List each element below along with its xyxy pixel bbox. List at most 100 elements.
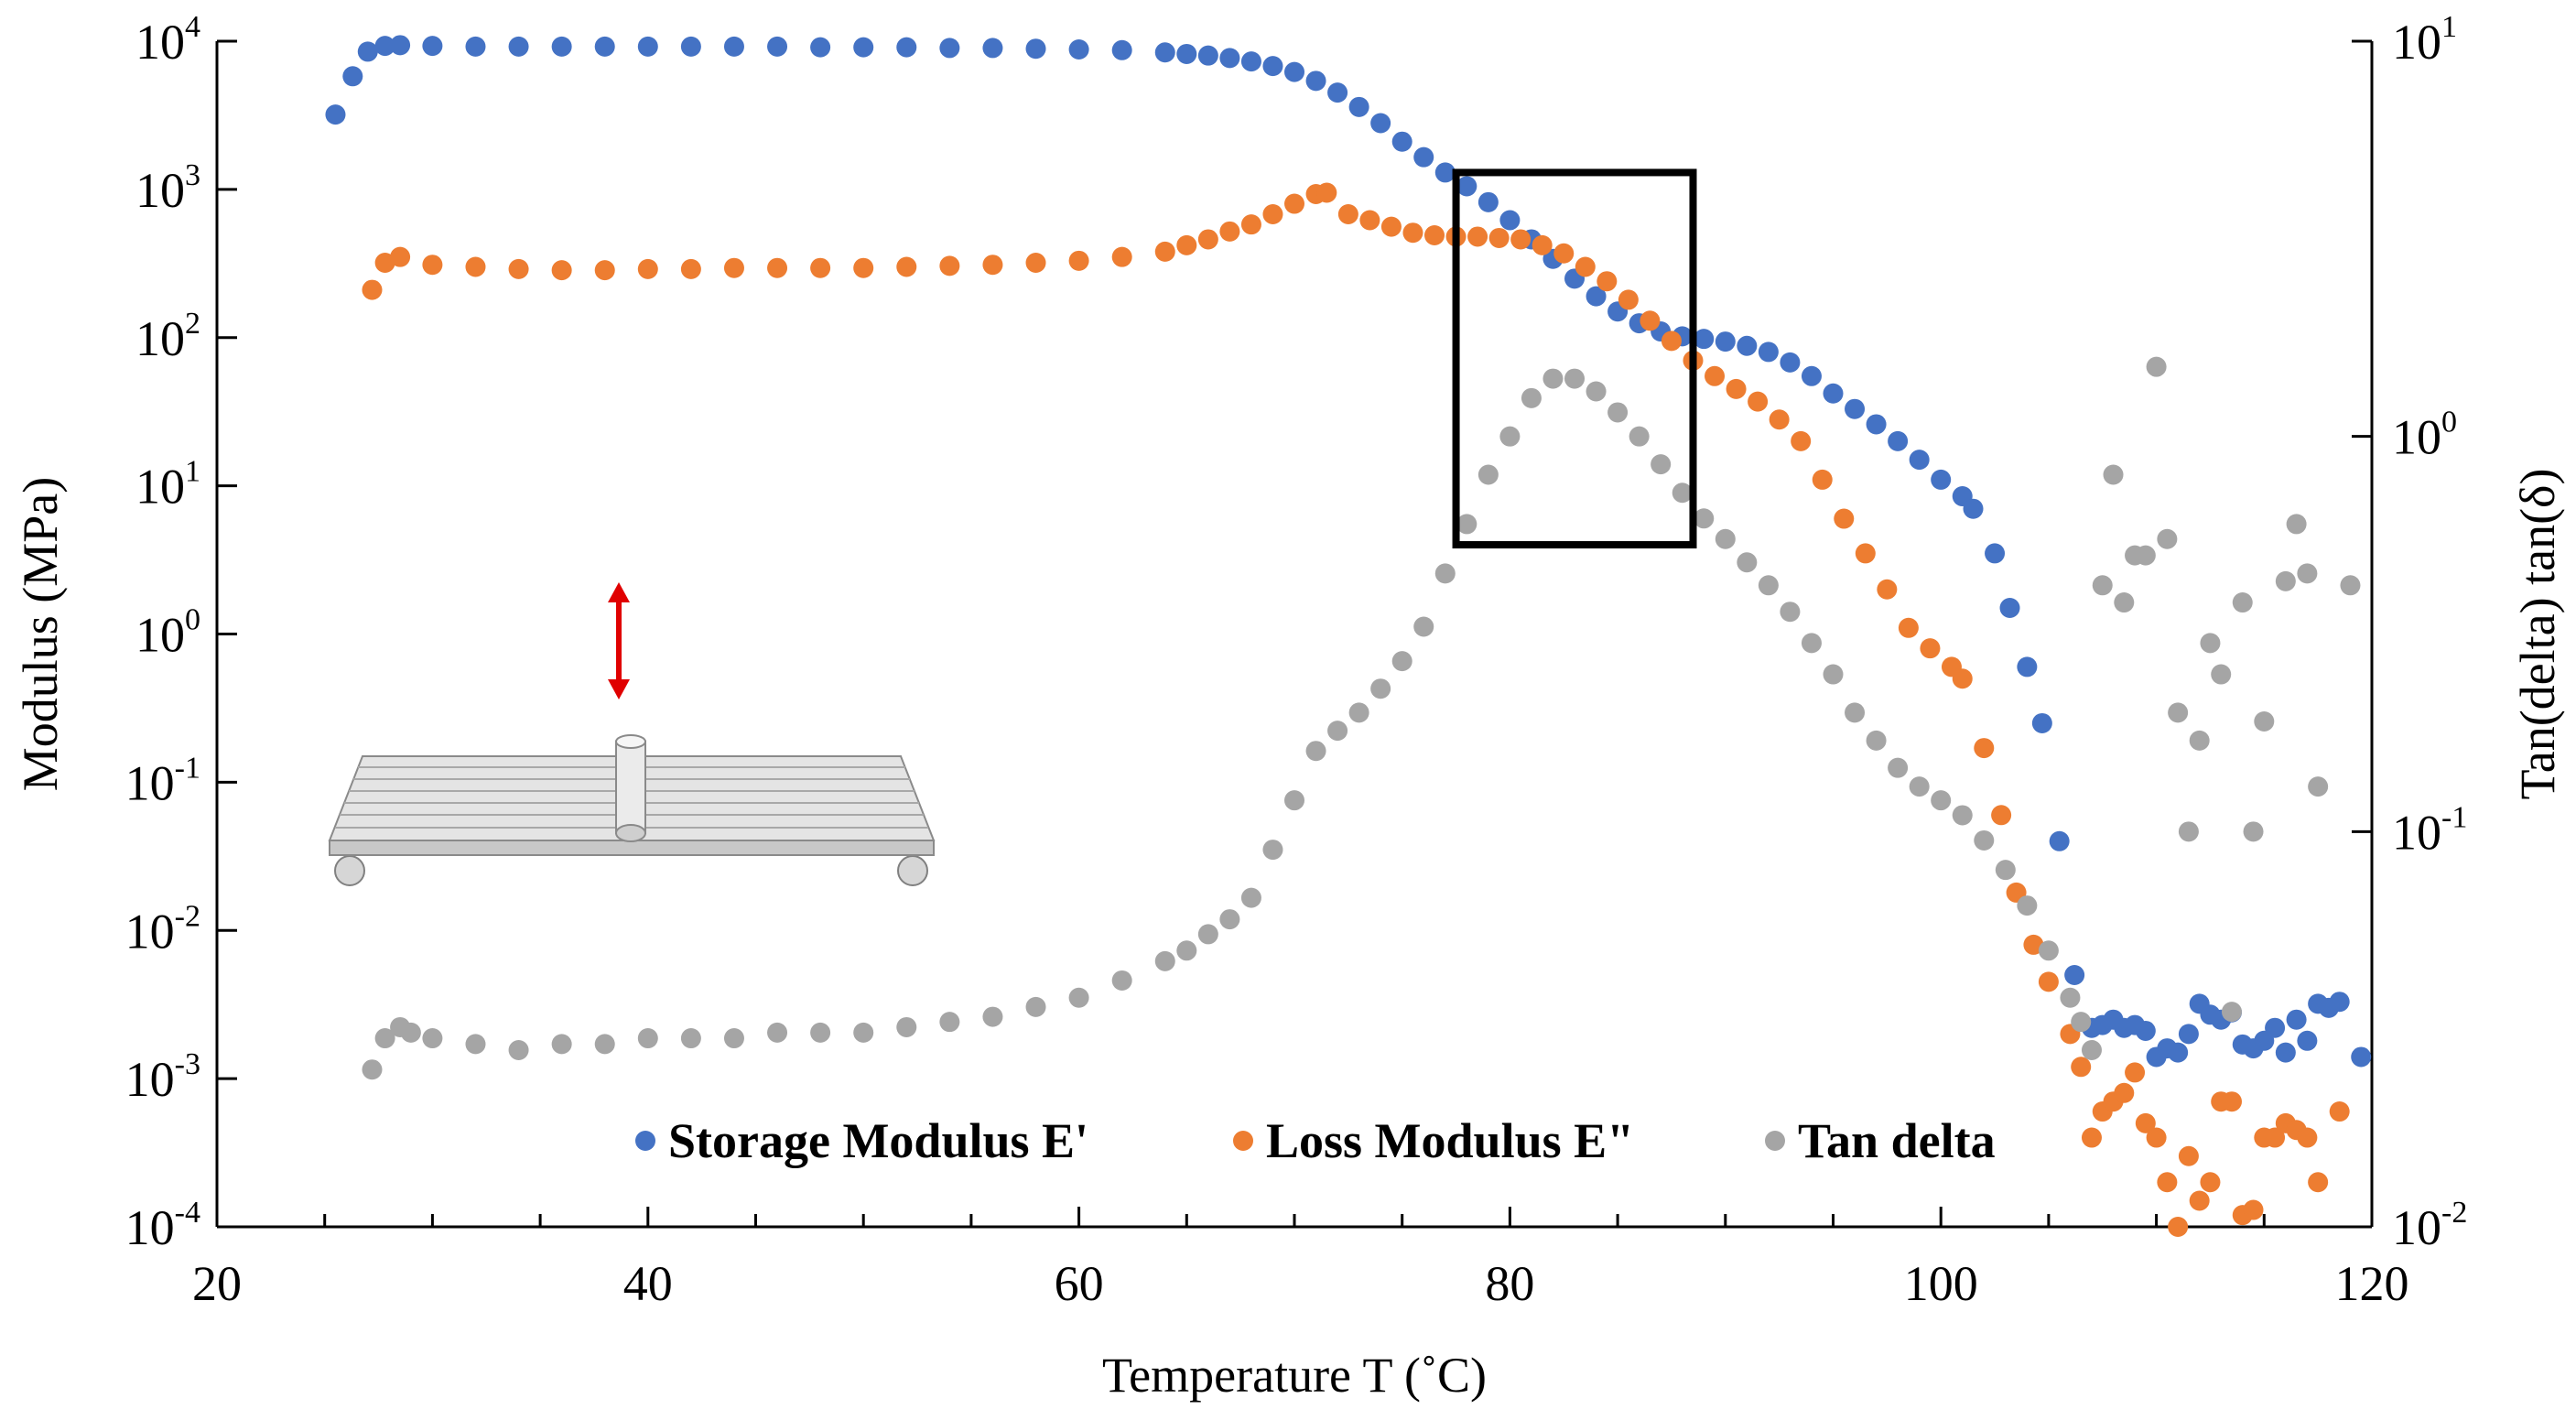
data-point — [810, 37, 831, 58]
series-1 — [362, 182, 2350, 1237]
data-point — [1780, 352, 1801, 373]
data-point — [939, 38, 960, 59]
data-point — [2200, 1172, 2221, 1193]
data-point — [2308, 1172, 2329, 1193]
data-point — [551, 1034, 572, 1055]
data-point — [374, 252, 395, 273]
data-point — [2146, 1127, 2167, 1148]
axes: 20 40 60 80 100 120 104 103 102 101 100 10-1 10-2 10-… — [13, 10, 2565, 1403]
data-point — [1262, 203, 1283, 224]
data-point — [723, 1028, 744, 1049]
data-point — [1197, 924, 1218, 945]
data-point — [767, 1022, 788, 1043]
data-point — [1909, 450, 1930, 471]
data-point — [2297, 1030, 2318, 1051]
data-point — [1068, 38, 1089, 60]
data-point — [1477, 191, 1499, 212]
data-point — [1931, 790, 1952, 811]
data-point — [1629, 426, 1650, 447]
data-point — [1348, 96, 1369, 117]
data-point — [1284, 193, 1304, 214]
data-point — [1823, 383, 1844, 404]
data-point — [1456, 176, 1477, 197]
legend: Storage Modulus E' Loss Modulus E" Tan del… — [635, 1113, 1996, 1168]
data-point — [1402, 222, 1423, 244]
data-point — [1758, 341, 1779, 363]
data-point — [2071, 1057, 2092, 1078]
data-point — [1596, 271, 1618, 292]
data-point — [896, 256, 917, 277]
data-point — [357, 41, 378, 62]
data-point — [1920, 638, 1941, 659]
data-point — [1651, 454, 1672, 475]
data-point — [594, 36, 615, 57]
support-roller-right-icon — [897, 855, 928, 886]
data-point — [1025, 996, 1046, 1017]
data-point — [1791, 430, 1812, 451]
data-point — [637, 36, 658, 57]
y-left-tick-label: 102 — [135, 307, 200, 366]
data-point — [1176, 940, 1197, 961]
data-point — [2243, 821, 2264, 842]
data-point — [1424, 225, 1445, 246]
data-point — [594, 260, 615, 281]
data-point — [939, 255, 960, 276]
data-point — [374, 36, 395, 57]
data-point — [2017, 656, 2038, 677]
data-point — [1327, 82, 1348, 103]
data-point — [1726, 378, 1747, 399]
data-point — [2103, 464, 2124, 485]
data-point — [2092, 575, 2113, 596]
data-point — [1391, 131, 1412, 152]
data-point — [767, 257, 788, 278]
data-point — [2023, 934, 2044, 955]
three-point-bending-illustration — [328, 582, 936, 886]
data-point — [2189, 730, 2210, 751]
data-point — [1823, 664, 1844, 685]
data-point — [2178, 1024, 2199, 1045]
data-point — [1499, 210, 1521, 231]
data-point — [680, 1028, 701, 1049]
data-point — [1025, 252, 1046, 273]
data-point — [1068, 987, 1089, 1008]
data-point — [2200, 633, 2221, 654]
data-point — [1898, 617, 1919, 638]
data-point — [1434, 563, 1456, 584]
data-point — [1499, 426, 1521, 447]
data-point — [1176, 234, 1197, 255]
data-point — [896, 37, 917, 58]
data-point — [1532, 234, 1553, 255]
data-point — [1262, 56, 1283, 77]
loading-nose-icon — [615, 734, 646, 842]
data-point — [390, 35, 411, 56]
data-point — [1176, 43, 1197, 64]
data-point — [2178, 1145, 2199, 1166]
data-point — [2178, 821, 2199, 842]
data-point — [1025, 38, 1046, 60]
data-point — [1467, 226, 1488, 247]
data-point — [1413, 146, 1434, 168]
data-point — [896, 1016, 917, 1037]
data-point — [1219, 221, 1240, 242]
data-point — [2168, 1217, 2189, 1237]
data-point — [2114, 1082, 2135, 1103]
data-point — [1855, 543, 1876, 564]
data-point — [853, 37, 874, 58]
series-2 — [362, 356, 2361, 1080]
data-point — [1845, 702, 1866, 723]
data-point — [1974, 738, 1995, 759]
data-point — [1737, 335, 1758, 356]
data-point — [1542, 368, 1564, 389]
data-point — [1586, 381, 1607, 402]
data-point — [2135, 545, 2156, 566]
y-left-tick-label: 10-4 — [125, 1196, 200, 1255]
data-point — [982, 1006, 1003, 1027]
data-point — [2114, 592, 2135, 613]
data-point — [1197, 45, 1218, 66]
data-point — [1888, 430, 1909, 451]
data-point — [1909, 776, 1930, 797]
data-point — [551, 36, 572, 57]
data-point — [1434, 162, 1456, 183]
x-axis-title: Temperature T (˚C) — [1102, 1348, 1487, 1403]
data-point — [1337, 203, 1358, 224]
